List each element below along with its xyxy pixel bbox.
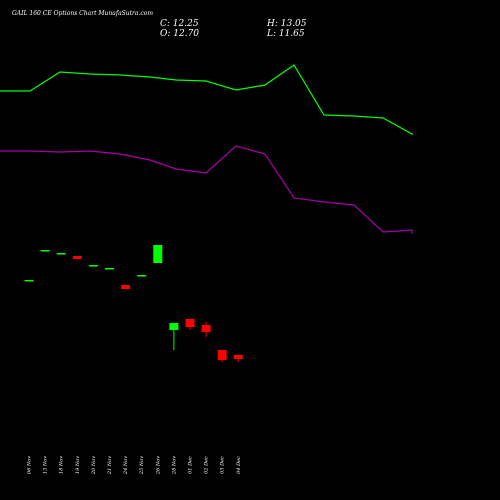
candle-5: [88, 265, 98, 267]
candle-2: [40, 250, 50, 252]
candle-body: [40, 250, 50, 252]
candle-body: [72, 256, 82, 259]
x-tick-label: 21 Nov: [107, 456, 113, 475]
x-tick-label: 02 Dec: [204, 456, 210, 474]
candle-body: [88, 265, 98, 267]
candle-6: [105, 268, 114, 270]
candles-group: [24, 245, 243, 362]
x-tick-label: 28 Nov: [171, 456, 177, 475]
candle-9: [153, 245, 163, 263]
candle-body: [169, 323, 179, 330]
chart-title: GAIL 160 CE Options Chart MunafaSutra.co…: [12, 10, 154, 17]
x-tick-label: 06 Nov: [27, 456, 33, 474]
candle-12: [201, 322, 211, 337]
candle-1: [24, 280, 34, 282]
x-tick-label: 04 Dec: [236, 456, 242, 474]
candle-body: [201, 325, 211, 332]
low-value: L: 11.65: [267, 29, 305, 39]
candle-body: [137, 275, 147, 277]
x-tick-label: 19 Nov: [75, 456, 81, 474]
candle-11: [185, 319, 195, 330]
candle-body: [105, 268, 114, 270]
candle-body: [121, 285, 131, 289]
high-value: H: 13.05: [267, 19, 307, 29]
x-tick-label: 18 Nov: [59, 456, 65, 474]
candle-body: [233, 355, 243, 359]
candle-body: [153, 245, 163, 263]
x-tick-label: 25 Nov: [139, 456, 145, 475]
candle-7: [121, 285, 131, 289]
candle-body: [24, 280, 34, 282]
candle-13: [217, 350, 227, 362]
candle-body: [217, 350, 227, 360]
x-tick-label: 13 Nov: [43, 456, 49, 474]
x-tick-label: 01 Dec: [188, 456, 194, 474]
upper-band-line: [0, 64, 413, 136]
x-axis-labels: 06 Nov 13 Nov 18 Nov 19 Nov 20 Nov 21 Nov 24 N…: [27, 456, 242, 475]
open-value: O: 12.70: [160, 29, 200, 39]
x-tick-label: 24 Nov: [123, 456, 129, 475]
lower-band-line: [0, 145, 413, 234]
x-tick-label: 03 Dec: [220, 456, 226, 474]
candle-8: [137, 275, 147, 277]
candle-4: [72, 256, 82, 259]
candle-10: [169, 323, 179, 350]
candle-body: [56, 253, 66, 255]
candle-3: [56, 253, 66, 255]
candle-body: [185, 319, 195, 327]
candle-14: [233, 355, 243, 362]
x-tick-label: 26 Nov: [155, 456, 161, 475]
x-tick-label: 20 Nov: [91, 456, 97, 475]
close-value: C: 12.25: [160, 19, 199, 29]
